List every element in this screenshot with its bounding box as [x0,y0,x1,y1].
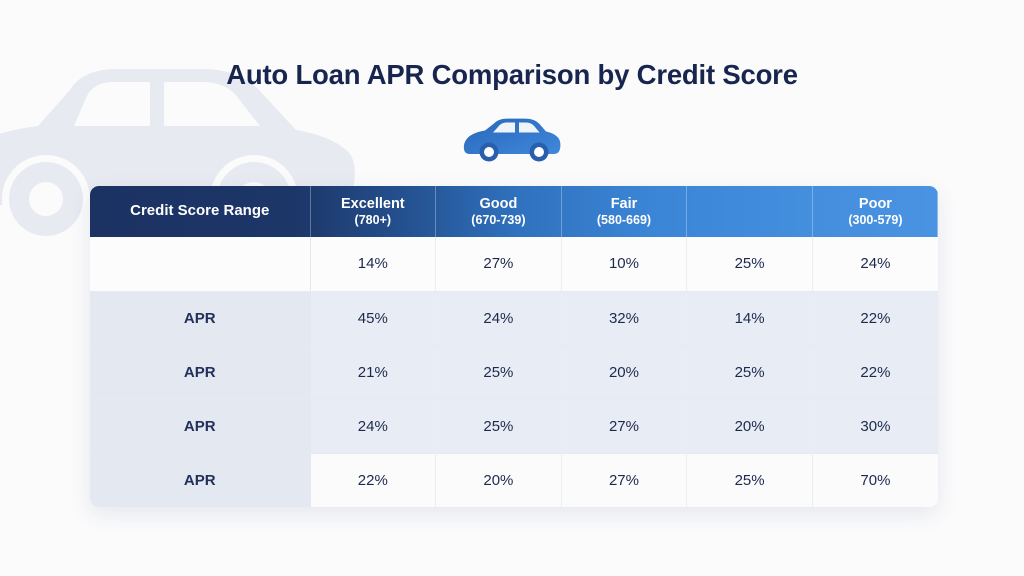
cell-value: 21% [310,345,437,400]
header-cell-good: Good (670-739) [435,186,562,237]
cell-value: 14% [686,291,813,346]
header-label: Credit Score Range [130,202,270,220]
header-cell-empty [686,186,813,237]
cell-value: 24% [310,399,437,454]
table-row: APR 22% 20% 27% 25% 70% [90,453,938,507]
cell-value: 22% [812,291,938,346]
row-label: APR [90,345,311,400]
cell-value: 25% [686,345,813,400]
table-row: 14% 27% 10% 25% 24% [90,237,938,292]
header-range: (670-739) [471,212,526,227]
cell-value: 24% [435,291,562,346]
header-range: (580-669) [596,212,652,227]
cell-value: 22% [310,453,437,507]
row-label: APR [90,453,311,507]
table-row: APR 45% 24% 32% 14% 22% [90,291,938,346]
cell-value: 10% [561,237,688,292]
cell-value: 25% [686,453,813,507]
cell-value: 25% [686,237,813,292]
header-range: (300-579) [848,212,903,227]
page-title: Auto Loan APR Comparison by Credit Score [226,59,798,90]
header-label: Excellent [340,196,405,213]
car-icon [463,118,561,162]
header-label: Poor [858,196,892,213]
hero-car-icon-container [0,118,1024,162]
cell-value: 24% [812,237,938,292]
header-cell-credit-score-range: Credit Score Range [90,186,311,237]
table-row: APR 24% 25% 27% 20% 30% [90,399,938,454]
row-label: APR [90,399,311,454]
cell-value: 20% [435,453,562,507]
table-header-row: Credit Score Range Excellent (780+) Good… [90,186,938,237]
header-label: Fair [610,196,638,213]
row-label [90,237,311,292]
table-row: APR 21% 25% 20% 25% 22% [90,345,938,400]
row-label: APR [90,291,311,346]
header-cell-excellent: Excellent (780+) [310,186,437,237]
cell-value: 20% [686,399,813,454]
cell-value: 20% [561,345,688,400]
header-label: Good [479,196,518,213]
cell-value: 32% [561,291,688,346]
apr-comparison-table: Credit Score Range Excellent (780+) Good… [90,186,938,507]
cell-value: 25% [435,399,562,454]
header-cell-poor: Poor (300-579) [812,186,938,237]
cell-value: 14% [310,237,437,292]
cell-value: 27% [561,399,688,454]
cell-value: 27% [435,237,562,292]
cell-value: 30% [812,399,938,454]
cell-value: 70% [812,453,938,507]
header-cell-fair: Fair (580-669) [561,186,688,237]
cell-value: 45% [310,291,437,346]
cell-value: 25% [435,345,562,400]
cell-value: 22% [812,345,938,400]
cell-value: 27% [561,453,688,507]
header-range: (780+) [354,212,392,227]
